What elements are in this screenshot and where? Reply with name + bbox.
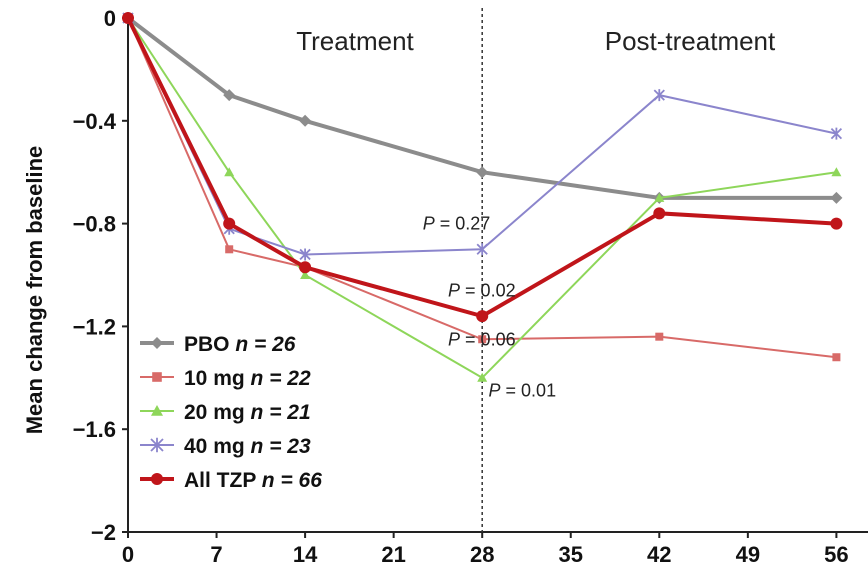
legend-series-name: 10 mg — [184, 367, 251, 390]
legend-sample-size: n = 22 — [251, 367, 311, 390]
p-symbol: P — [448, 280, 460, 300]
legend-sample-size: n = 21 — [251, 401, 311, 424]
legend-item-all-tzp: All TZP n = 66 — [140, 469, 322, 492]
p-value-annotations: P = 0.27P = 0.02P = 0.06P = 0.01 — [423, 214, 556, 401]
series-all-tzp — [122, 12, 843, 323]
data-point-40-mg — [830, 127, 843, 140]
data-point-20-mg — [477, 372, 488, 382]
legend-item-pbo: PBO n = 26 — [140, 333, 296, 356]
series-line-10-mg — [127, 17, 837, 359]
region-label-treatment: Treatment — [296, 26, 414, 56]
data-point-40-mg — [653, 89, 665, 102]
region-labels: Treatment Post-treatment — [296, 26, 776, 56]
p-value-annotation: P = 0.27 — [423, 214, 491, 234]
data-point-all-tzp — [223, 217, 236, 230]
legend-label: All TZP n = 66 — [184, 469, 322, 492]
legend-series-name: 20 mg — [184, 401, 251, 424]
p-symbol: P — [423, 214, 435, 234]
legend-sample-size: n = 26 — [235, 333, 295, 356]
data-point-pbo — [223, 89, 236, 102]
y-tick-label: 0 — [104, 6, 116, 31]
legend-marker — [151, 405, 163, 416]
y-tick-label: −0.8 — [73, 212, 116, 237]
legend-label: 10 mg n = 22 — [184, 367, 311, 390]
x-tick-label: 14 — [293, 542, 318, 567]
legend-item-40-mg: 40 mg n = 23 — [140, 435, 311, 458]
data-point-pbo — [830, 191, 843, 204]
legend-item-10-mg: 10 mg n = 22 — [140, 367, 311, 390]
x-tick-label: 35 — [559, 542, 583, 567]
legend-sample-size: n = 23 — [251, 435, 311, 458]
x-tick-label: 7 — [210, 542, 222, 567]
y-tick-label: −1.2 — [73, 314, 116, 339]
series-line-pbo — [126, 16, 837, 200]
legend-marker — [151, 337, 163, 349]
p-value-annotation: P = 0.02 — [448, 280, 516, 300]
data-point-all-tzp — [653, 207, 666, 220]
p-value-text: = 0.06 — [460, 329, 516, 349]
p-value-annotation: P = 0.01 — [489, 381, 557, 401]
data-point-pbo — [299, 114, 312, 127]
p-symbol: P — [489, 381, 501, 401]
legend-series-name: PBO — [184, 333, 235, 356]
data-point-10-mg — [225, 245, 234, 254]
y-tick-label: −1.6 — [73, 417, 116, 442]
x-tick-label: 0 — [122, 542, 134, 567]
series-line-all-tzp — [126, 17, 837, 319]
data-point-all-tzp — [299, 261, 312, 274]
legend-sample-size: n = 66 — [262, 469, 322, 492]
p-value-text: = 0.01 — [501, 381, 557, 401]
region-label-post-treatment: Post-treatment — [605, 26, 776, 56]
x-tick-label: 49 — [736, 542, 760, 567]
data-point-20-mg — [224, 167, 235, 177]
x-tick-label: 21 — [381, 542, 405, 567]
data-point-20-mg — [300, 270, 311, 279]
axes: 0−0.4−0.8−1.2−1.6−20 7 14 21 28 35 42 49 56 — [73, 6, 868, 567]
legend-marker — [152, 372, 162, 382]
p-value-text: = 0.27 — [435, 214, 491, 234]
y-tick-label: −0.4 — [73, 109, 117, 134]
series-layer — [122, 12, 843, 382]
y-axis-label: Mean change from baseline — [22, 146, 47, 435]
data-point-20-mg — [654, 192, 665, 202]
data-point-all-tzp — [830, 217, 843, 230]
data-point-all-tzp — [476, 310, 489, 323]
y-tick-label: −2 — [91, 520, 116, 545]
legend-marker — [150, 437, 164, 453]
p-value-annotation: P = 0.06 — [448, 329, 516, 349]
data-point-40-mg — [476, 243, 488, 256]
x-tick-label: 56 — [824, 542, 848, 567]
legend-series-name: All TZP — [184, 469, 262, 492]
legend-label: 40 mg n = 23 — [184, 435, 311, 458]
legend-series-name: 40 mg — [184, 435, 251, 458]
p-symbol: P — [448, 329, 460, 349]
p-value-text: = 0.02 — [460, 280, 516, 300]
data-point-10-mg — [655, 332, 664, 341]
legend-label: 20 mg n = 21 — [184, 401, 311, 424]
data-point-pbo — [476, 166, 489, 179]
data-point-all-tzp — [122, 12, 134, 24]
series-line-20-mg — [127, 17, 837, 380]
data-point-10-mg — [478, 335, 487, 344]
x-tick-label: 28 — [470, 542, 494, 567]
legend-label: PBO n = 26 — [184, 333, 296, 356]
legend-marker — [151, 473, 163, 485]
data-point-20-mg — [831, 167, 842, 177]
data-point-10-mg — [832, 353, 841, 362]
data-point-40-mg — [299, 248, 311, 261]
legend-item-20-mg: 20 mg n = 21 — [140, 401, 311, 424]
x-tick-label: 42 — [647, 542, 671, 567]
